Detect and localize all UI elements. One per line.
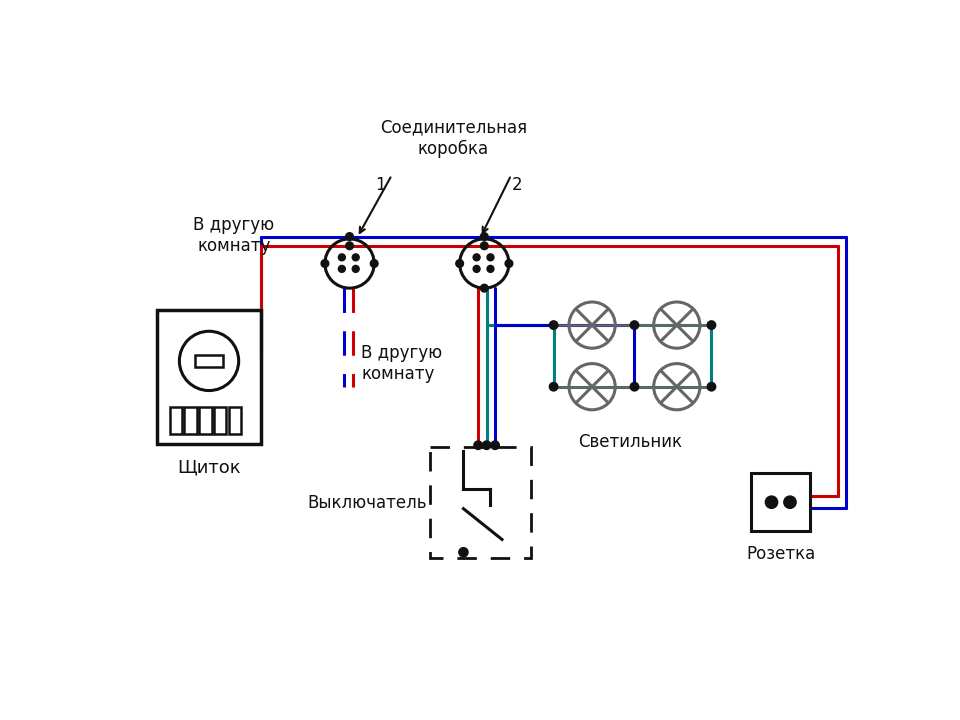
Bar — [184, 407, 197, 433]
Circle shape — [487, 266, 494, 272]
Circle shape — [346, 242, 353, 250]
Bar — [430, 446, 531, 559]
Circle shape — [480, 284, 488, 292]
Circle shape — [505, 260, 513, 267]
Bar — [199, 407, 211, 433]
Circle shape — [456, 260, 464, 267]
Text: 2: 2 — [512, 176, 522, 194]
Text: Соединительная
коробка: Соединительная коробка — [380, 119, 527, 158]
Bar — [214, 407, 227, 433]
Text: Выключатель: Выключатель — [307, 494, 426, 512]
Circle shape — [480, 233, 488, 240]
Circle shape — [338, 254, 346, 261]
Bar — [170, 407, 182, 433]
Circle shape — [708, 321, 716, 329]
Circle shape — [765, 496, 778, 508]
Circle shape — [459, 548, 468, 557]
Bar — [228, 407, 241, 433]
Bar — [195, 355, 223, 367]
Circle shape — [480, 242, 488, 250]
Circle shape — [352, 254, 359, 261]
Text: Розетка: Розетка — [746, 545, 815, 563]
Circle shape — [338, 266, 346, 272]
Circle shape — [549, 382, 558, 391]
Circle shape — [708, 382, 716, 391]
Text: Щиток: Щиток — [178, 459, 241, 477]
Circle shape — [783, 496, 796, 508]
Circle shape — [487, 254, 494, 261]
Circle shape — [346, 233, 353, 240]
Circle shape — [491, 441, 499, 449]
Circle shape — [473, 266, 480, 272]
Circle shape — [473, 254, 480, 261]
Circle shape — [352, 266, 359, 272]
Circle shape — [549, 321, 558, 329]
Bar — [752, 473, 810, 531]
Text: 1: 1 — [375, 176, 386, 194]
Bar — [157, 310, 261, 444]
Circle shape — [371, 260, 378, 267]
Circle shape — [482, 441, 491, 449]
Circle shape — [630, 321, 638, 329]
Text: В другую
комнату: В другую комнату — [194, 216, 275, 255]
Text: Светильник: Светильник — [579, 433, 683, 451]
Circle shape — [630, 382, 638, 391]
Text: В другую
комнату: В другую комнату — [361, 344, 443, 383]
Circle shape — [474, 441, 482, 449]
Circle shape — [321, 260, 328, 267]
